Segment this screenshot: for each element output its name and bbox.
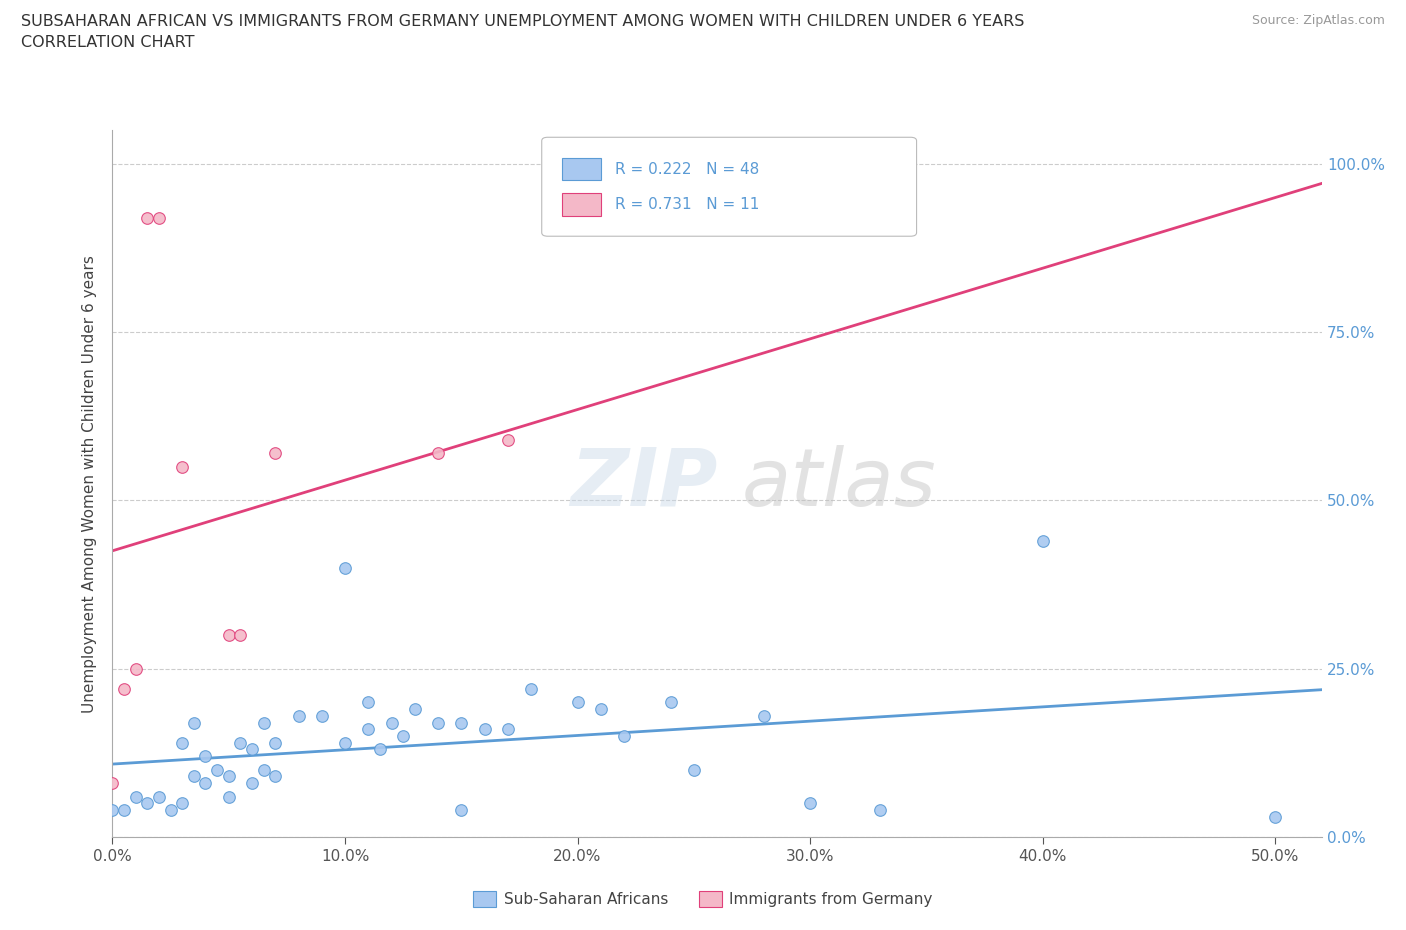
Point <box>474 722 496 737</box>
Point <box>148 210 170 225</box>
Text: ZIP: ZIP <box>569 445 717 523</box>
Point <box>229 736 252 751</box>
Point <box>1032 534 1054 549</box>
Point <box>368 742 391 757</box>
Point <box>392 728 415 743</box>
Text: atlas: atlas <box>741 445 936 523</box>
Point <box>240 742 263 757</box>
Point <box>229 628 252 643</box>
Point <box>799 796 821 811</box>
Point <box>311 709 333 724</box>
Text: CORRELATION CHART: CORRELATION CHART <box>21 35 194 50</box>
Point <box>659 695 682 710</box>
Point <box>869 803 891 817</box>
Point <box>112 682 135 697</box>
Point <box>333 736 356 751</box>
Point <box>682 763 704 777</box>
FancyBboxPatch shape <box>541 138 917 236</box>
Point <box>333 560 356 575</box>
Point <box>125 661 148 676</box>
Point <box>159 803 181 817</box>
Point <box>427 715 450 730</box>
Point <box>264 445 287 460</box>
Point <box>218 790 240 804</box>
Point <box>172 796 194 811</box>
Point <box>205 763 228 777</box>
Point <box>125 790 148 804</box>
Point <box>194 776 217 790</box>
Point <box>589 701 612 716</box>
Point <box>218 769 240 784</box>
Point <box>183 715 205 730</box>
FancyBboxPatch shape <box>562 158 600 180</box>
Text: Source: ZipAtlas.com: Source: ZipAtlas.com <box>1251 14 1385 27</box>
Point <box>450 803 472 817</box>
Point <box>183 769 205 784</box>
Point <box>380 715 402 730</box>
Point <box>427 445 450 460</box>
Point <box>567 695 589 710</box>
Point <box>101 776 124 790</box>
Point <box>496 432 519 447</box>
Point <box>613 728 636 743</box>
Point <box>136 796 159 811</box>
Point <box>1264 809 1286 824</box>
Point <box>253 763 276 777</box>
Point <box>264 769 287 784</box>
Point <box>172 736 194 751</box>
Point <box>287 709 309 724</box>
Point <box>264 736 287 751</box>
Point <box>194 749 217 764</box>
Point <box>520 682 543 697</box>
Y-axis label: Unemployment Among Women with Children Under 6 years: Unemployment Among Women with Children U… <box>82 255 97 712</box>
Point <box>253 715 276 730</box>
Point <box>496 722 519 737</box>
Point <box>404 701 426 716</box>
Text: R = 0.222   N = 48: R = 0.222 N = 48 <box>616 162 759 177</box>
Text: SUBSAHARAN AFRICAN VS IMMIGRANTS FROM GERMANY UNEMPLOYMENT AMONG WOMEN WITH CHIL: SUBSAHARAN AFRICAN VS IMMIGRANTS FROM GE… <box>21 14 1025 29</box>
Point <box>240 776 263 790</box>
FancyBboxPatch shape <box>562 193 600 216</box>
Text: R = 0.731   N = 11: R = 0.731 N = 11 <box>616 197 759 212</box>
Point <box>218 628 240 643</box>
Point <box>112 803 135 817</box>
Point <box>450 715 472 730</box>
Legend: Sub-Saharan Africans, Immigrants from Germany: Sub-Saharan Africans, Immigrants from Ge… <box>467 884 939 913</box>
Point <box>357 695 380 710</box>
Point <box>357 722 380 737</box>
Point <box>172 459 194 474</box>
Point <box>752 709 775 724</box>
Point <box>136 210 159 225</box>
Point <box>101 803 124 817</box>
Point <box>148 790 170 804</box>
